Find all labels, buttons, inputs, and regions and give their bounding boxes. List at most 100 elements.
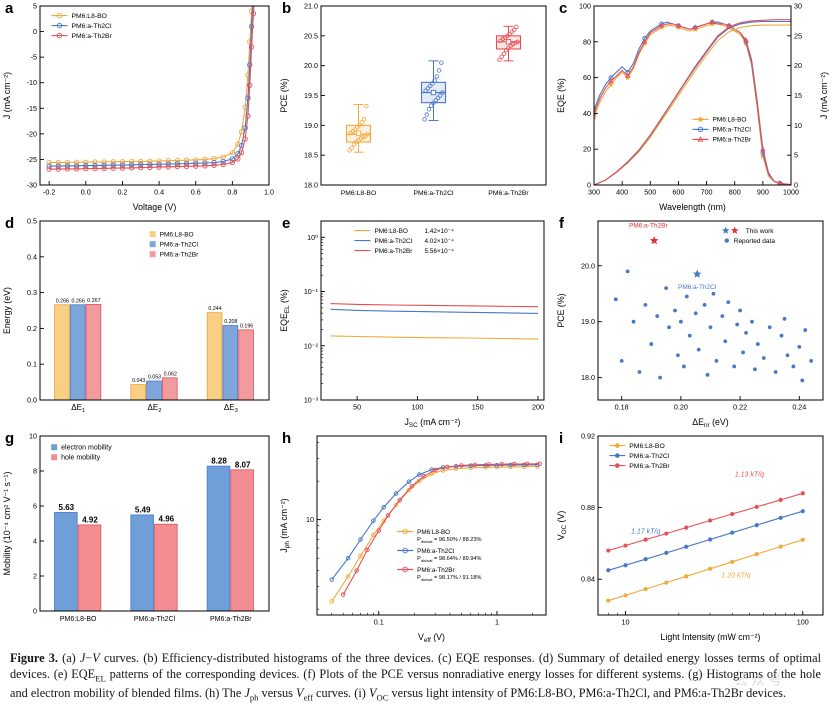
panel-grid: -0.2 0.0 0.2 0.4 0.6 0.8 1.0 5 0 -5 -10 -15 -20 -25 -3… <box>2 0 831 645</box>
svg-text:10: 10 <box>621 618 629 627</box>
plot-frame <box>39 435 270 612</box>
plot-frame <box>316 435 547 616</box>
svg-text:40: 40 <box>583 109 591 118</box>
chart-a-jv-curves: -0.2 0.0 0.2 0.4 0.6 0.8 1.0 5 0 -5 -10 -15 -20 -25 -3… <box>2 2 274 213</box>
svg-text:0.4: 0.4 <box>154 188 164 197</box>
svg-text:4.02×10⁻⁴: 4.02×10⁻⁴ <box>424 238 454 245</box>
svg-text:Pdis/sat = 98.17% / 91.18%: Pdis/sat = 98.17% / 91.18% <box>417 575 481 582</box>
box-pm6-l8-bo <box>345 103 372 153</box>
svg-text:100: 100 <box>579 2 591 11</box>
chart-i-voc-light-intensity: 10 100 0.84 0.88 0.92 Light Intensity (mW cm⁻… <box>556 432 824 642</box>
panel-f: 0.18 0.20 0.22 0.24 18.0 19.0 20.0 ΔEnr (eV) PCE… <box>554 215 831 430</box>
series-this-work-cl <box>692 269 702 278</box>
series-pm6-a-th2cl <box>594 19 791 185</box>
y-axis: 0.84 0.88 0.92 <box>581 432 602 584</box>
svg-text:10⁻²: 10⁻² <box>304 341 319 350</box>
svg-text:PM6:a-Th2Cl: PM6:a-Th2Cl <box>417 548 454 555</box>
series-pm6-l8-bo <box>330 335 539 340</box>
svg-text:10: 10 <box>794 121 802 130</box>
chart-f-pce-vs-denr-scatter: 0.18 0.20 0.22 0.24 18.0 19.0 20.0 ΔEnr (eV) PCE… <box>556 220 824 429</box>
svg-text:0.244: 0.244 <box>208 306 221 312</box>
svg-text:100: 100 <box>411 403 423 412</box>
svg-text:Pdis/sat = 98.64% / 89.94%: Pdis/sat = 98.64% / 89.94% <box>417 556 481 563</box>
panel-label-i: i <box>559 430 564 447</box>
svg-text:ΔE3: ΔE3 <box>224 403 238 414</box>
svg-text:600: 600 <box>672 188 684 197</box>
svg-text:Voltage (V): Voltage (V) <box>133 202 177 212</box>
legend: PM6:L8-BO PM6:a-Th2Cl PM6:a-Th2Br <box>149 231 199 258</box>
series-pm6-l8-bo <box>594 20 791 185</box>
svg-text:1: 1 <box>495 618 499 627</box>
svg-text:PM6:a-Th2Cl: PM6:a-Th2Cl <box>134 616 176 623</box>
series-pm6-a-th2br <box>46 6 257 172</box>
svg-text:PM6:a-Th2Br: PM6:a-Th2Br <box>210 616 252 623</box>
svg-text:This work: This work <box>746 228 775 235</box>
svg-text:PM6:L8-BO: PM6:L8-BO <box>60 616 97 623</box>
svg-text:PM6:a-Th2Cl: PM6:a-Th2Cl <box>629 453 670 460</box>
svg-text:ΔEnr (eV): ΔEnr (eV) <box>692 417 729 429</box>
panel-e: 50 100 150 200 10⁻³ 10⁻² 10⁻¹ 10⁰ JSC (mA cm⁻²) E… <box>277 215 554 430</box>
svg-text:PM6:L8-BO: PM6:L8-BO <box>417 529 450 536</box>
y-axis: 18.0 19.0 20.0 <box>581 261 602 382</box>
svg-text:10⁻³: 10⁻³ <box>304 396 319 405</box>
svg-text:0: 0 <box>794 181 798 190</box>
svg-text:PCE (%): PCE (%) <box>556 293 566 327</box>
y-axis: 10⁻³ 10⁻² 10⁻¹ 10⁰ <box>304 233 325 405</box>
svg-text:0.6: 0.6 <box>191 188 201 197</box>
bar-series-pm6-a-th2br: 0.267 0.062 0.196 <box>85 298 254 400</box>
series-pm6-a-th2br <box>606 491 805 553</box>
svg-text:20: 20 <box>794 61 802 70</box>
svg-text:500: 500 <box>644 188 656 197</box>
svg-text:5.56×10⁻⁴: 5.56×10⁻⁴ <box>424 248 454 255</box>
svg-text:0.1: 0.1 <box>27 360 37 369</box>
svg-text:PM6:L8-BO: PM6:L8-BO <box>374 228 407 235</box>
svg-text:PM6:L8-BO: PM6:L8-BO <box>713 117 747 124</box>
plot-area: 0.266 0.043 0.244 0.266 0.053 0.208 0.267 0.062… <box>54 298 254 400</box>
plot-area <box>330 303 539 340</box>
series-pm6-l8-bo <box>329 464 540 604</box>
svg-text:0.267: 0.267 <box>87 298 100 304</box>
svg-text:0: 0 <box>33 27 37 36</box>
svg-text:0.8: 0.8 <box>227 188 237 197</box>
panel-i: 10 100 0.84 0.88 0.92 Light Intensity (mW cm⁻… <box>554 430 831 645</box>
svg-text:0: 0 <box>587 181 591 190</box>
svg-text:JSC (mA cm⁻²): JSC (mA cm⁻²) <box>405 417 461 429</box>
svg-text:0.2: 0.2 <box>27 324 37 333</box>
y-axis: 18.0 18.5 19.0 19.5 20.0 20.5 21.0 <box>304 2 325 190</box>
svg-text:-25: -25 <box>27 155 37 164</box>
y-axis: 0.0 0.1 0.2 0.3 0.4 0.5 <box>27 217 44 405</box>
svg-text:PM6:L8-BO: PM6:L8-BO <box>71 13 107 20</box>
svg-text:EQEEL (%): EQEEL (%) <box>279 289 291 332</box>
legend: PM6:L8-BO PM6:a-Th2Cl PM6:a-Th2Br <box>51 12 113 40</box>
svg-text:PM6:L8-BO: PM6:L8-BO <box>160 231 194 238</box>
svg-text:0.043: 0.043 <box>132 378 145 384</box>
svg-text:1000: 1000 <box>783 188 799 197</box>
svg-text:0.0: 0.0 <box>81 188 91 197</box>
svg-text:0.053: 0.053 <box>148 375 161 381</box>
watermark: 公众号 <box>734 672 785 689</box>
svg-text:PM6:a-Th2Cl: PM6:a-Th2Cl <box>160 241 199 248</box>
legend: PM6:L8-BO 1.42×10⁻⁴ PM6:a-Th2Cl 4.02×10⁻⁴ PM… <box>354 228 454 255</box>
svg-text:200: 200 <box>532 403 544 412</box>
figure-3: -0.2 0.0 0.2 0.4 0.6 0.8 1.0 5 0 -5 -10 -15 -20 -25 -3… <box>0 0 831 704</box>
panel-label-a: a <box>5 0 14 17</box>
svg-text:18.5: 18.5 <box>304 151 318 160</box>
svg-text:EQE (%): EQE (%) <box>556 78 566 113</box>
svg-text:-30: -30 <box>27 181 37 190</box>
svg-text:25: 25 <box>794 31 802 40</box>
legend: PM6:L8-BO PM6:a-Th2Cl PM6:a-Th2Br <box>692 115 752 144</box>
svg-text:0.22: 0.22 <box>733 403 747 412</box>
figure-caption: Figure 3. (a) J−V curves. (b) Efficiency… <box>10 651 821 703</box>
svg-text:10: 10 <box>29 432 37 441</box>
svg-text:0.84: 0.84 <box>581 575 595 584</box>
svg-text:0.20: 0.20 <box>674 403 688 412</box>
caption-wrap: Figure 3. (a) J−V curves. (b) Efficiency… <box>0 645 831 704</box>
chart-b-pce-boxplot: PM6:L8-BO PM6:a-Th2Cl PM6:a-Th2Br18.018.51… <box>279 2 547 197</box>
svg-text:20.0: 20.0 <box>304 61 318 70</box>
svg-text:100: 100 <box>797 618 809 627</box>
svg-text:hole mobility: hole mobility <box>61 455 100 462</box>
svg-text:0.92: 0.92 <box>581 432 595 441</box>
chart-g-mobility-bar: 5.63 5.49 8.28 4.92 4.96 8.07 PM6:L8-BO PM6:a-T… <box>2 432 270 623</box>
box-pm6-a-th2cl <box>420 60 447 122</box>
